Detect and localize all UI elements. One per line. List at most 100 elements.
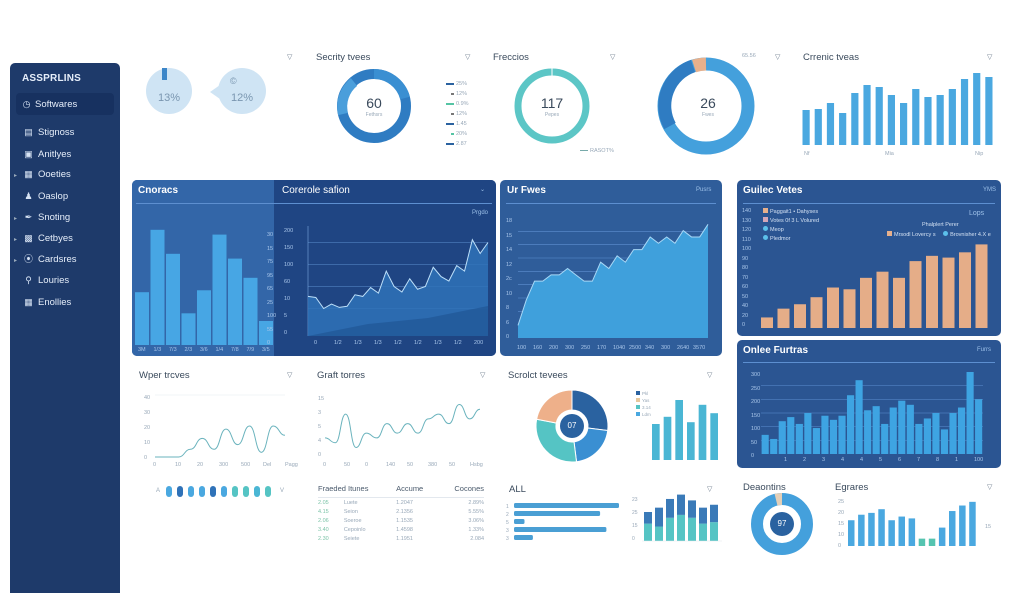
panel-title: Ur Fwes (507, 185, 546, 196)
tick-label: 100 (751, 426, 761, 432)
sidebar-item-label: Cetbyes (38, 233, 73, 244)
caret-icon[interactable]: ▸ (14, 216, 18, 222)
tick-label: 15 (838, 521, 845, 527)
chevron-down-icon[interactable]: ▽ (610, 54, 616, 61)
caret-icon[interactable]: ▸ (14, 258, 18, 264)
tick-label: 20 (742, 312, 749, 319)
tick-label: 1/3 (354, 340, 362, 346)
pill[interactable] (199, 486, 205, 497)
chances-correlation-panel: Cnoracs Corerole safion ⌄ Prgdo 3M 1/3 7/3… (132, 180, 496, 356)
tick-label: 50 (407, 462, 414, 468)
security-legend: 25% 12% 0.9% 12% 1.45 20% 2.87 (446, 81, 476, 151)
sidebar-item-cetbyes[interactable]: ▩ Cetbyes (24, 233, 73, 244)
tick-label: 340 (645, 345, 655, 351)
tick-label: 200 (474, 340, 484, 346)
chevron-down-icon[interactable]: ▽ (287, 54, 293, 61)
caret-icon[interactable]: ▸ (14, 173, 18, 179)
tick-label: 15 (318, 396, 325, 402)
all-horizontal-bar-chart: 1 2 5 3 3 (506, 503, 619, 542)
expand-icon[interactable]: ⌄ (480, 187, 486, 193)
tick-label: 55 (267, 326, 274, 333)
tick-label: 380 (428, 462, 438, 468)
table-row[interactable]: 2.06 Soeroe 1.1535 3.06% (318, 516, 484, 525)
tick-label: 300 (565, 345, 575, 351)
tick-label: 200 (284, 228, 294, 234)
pill[interactable] (177, 486, 183, 497)
frequencies-donut (514, 68, 590, 144)
sidebar-item-stignoss[interactable]: ▤ Stignoss (24, 127, 74, 138)
sidebar-item-louries[interactable]: ⚲ Louries (24, 275, 69, 286)
column-header[interactable]: Fraeded Itunes (318, 484, 369, 493)
tick-label: 10 (506, 290, 513, 297)
tick-label: 30 (267, 232, 274, 238)
sidebar-item-snoting[interactable]: ✒ Snoting (24, 212, 71, 223)
tick-label: 60 (284, 279, 291, 285)
tick-label: 1/2 (414, 340, 422, 346)
svg-text:25: 25 (632, 510, 638, 516)
svg-text:3: 3 (506, 536, 509, 542)
tick-label: 1/2 (394, 340, 402, 346)
tick-label: 300 (661, 345, 671, 351)
sidebar-item-anitlyes[interactable]: ▣ Anitlyes (24, 149, 71, 160)
chevron-down-icon[interactable]: ▽ (465, 54, 471, 61)
pill[interactable] (243, 486, 249, 497)
sidebar-item-enollies[interactable]: ▦ Enollies (24, 297, 71, 308)
tick-label: 2640 (677, 345, 690, 351)
chevron-down-icon[interactable]: ▽ (707, 372, 713, 379)
tick-label: 70 (742, 274, 749, 281)
chevron-down-icon[interactable]: ▽ (707, 486, 713, 493)
sidebar-item-oaslop[interactable]: ♟ Oaslop (24, 191, 68, 202)
donut-center-value: 60 (366, 95, 382, 111)
table-row[interactable]: 3.40 Cepoinlo 1.4598 1.33% (318, 525, 484, 534)
pointer-icon (162, 68, 167, 80)
panel-title: Cnoracs (138, 185, 179, 196)
table-row[interactable]: 4.15 Seion 2.1356 5.55% (318, 507, 484, 516)
sidebar-item-softwares[interactable]: ◷ Softwares (16, 93, 114, 115)
tick-label: 20 (838, 510, 845, 516)
tick-label: 100 (742, 246, 752, 252)
sidebar-item-ooeties[interactable]: ▦ Ooeties (24, 169, 71, 180)
pill[interactable] (254, 486, 260, 497)
ceremic-bar-chart (802, 73, 993, 145)
tick-label: Pagg (285, 462, 298, 468)
chevron-down-icon[interactable]: ▽ (987, 54, 993, 61)
column-header[interactable]: Accume (396, 484, 424, 493)
pill[interactable] (232, 486, 238, 497)
tick-label: 60 (742, 284, 749, 290)
pill[interactable] (210, 486, 216, 497)
pill[interactable] (265, 486, 271, 497)
table-row[interactable]: 2.05 Luete 1.2047 2.89% (318, 498, 484, 508)
table-cell: 3.40 (318, 526, 329, 533)
tick-label: 1 (784, 457, 788, 463)
chevron-down-icon[interactable]: ▽ (480, 372, 486, 379)
tick-label: 30 (144, 410, 151, 416)
sidebar-item-cardsres[interactable]: ⦿ Cardsres (24, 254, 77, 265)
panel-title: Crrenic tveas (803, 52, 859, 63)
corner-label: YMS (983, 187, 997, 193)
column-header[interactable]: Cocones (454, 484, 484, 493)
panel-title: Graft torres (317, 370, 366, 381)
pill[interactable] (188, 486, 194, 497)
table-row[interactable]: 2.30 Seiete 1.1951 2.084 (318, 534, 484, 543)
online-panel: Onlee Furtras Furrs 300 250 200 150 100 50 0 1… (737, 340, 1001, 468)
chevron-down-icon[interactable]: ▽ (775, 54, 781, 61)
chevron-down-icon[interactable]: ▽ (987, 484, 993, 491)
correlation-area-chart (307, 226, 489, 336)
pill[interactable] (221, 486, 227, 497)
tick-label: 170 (597, 345, 607, 351)
table-header: Fraeded Itunes Accume Cocones (318, 484, 484, 498)
guilec-right-label: Lops (969, 210, 985, 217)
calendar-icon: ▦ (24, 297, 33, 307)
pill[interactable] (166, 486, 172, 497)
corner-label: Pusrs (696, 187, 712, 193)
guilec-bar-chart (761, 244, 988, 328)
tick-label: 15 (267, 245, 274, 252)
chevron-down-icon[interactable]: ▽ (287, 372, 293, 379)
document-icon: ▤ (24, 127, 33, 137)
tick-label: 100 (517, 345, 527, 351)
svg-text:0: 0 (632, 536, 635, 542)
tick-label: 1/2 (334, 340, 342, 346)
svg-text:1: 1 (506, 504, 509, 510)
caret-icon[interactable]: ▸ (14, 237, 18, 243)
table-cell: 2.06 (318, 517, 329, 524)
